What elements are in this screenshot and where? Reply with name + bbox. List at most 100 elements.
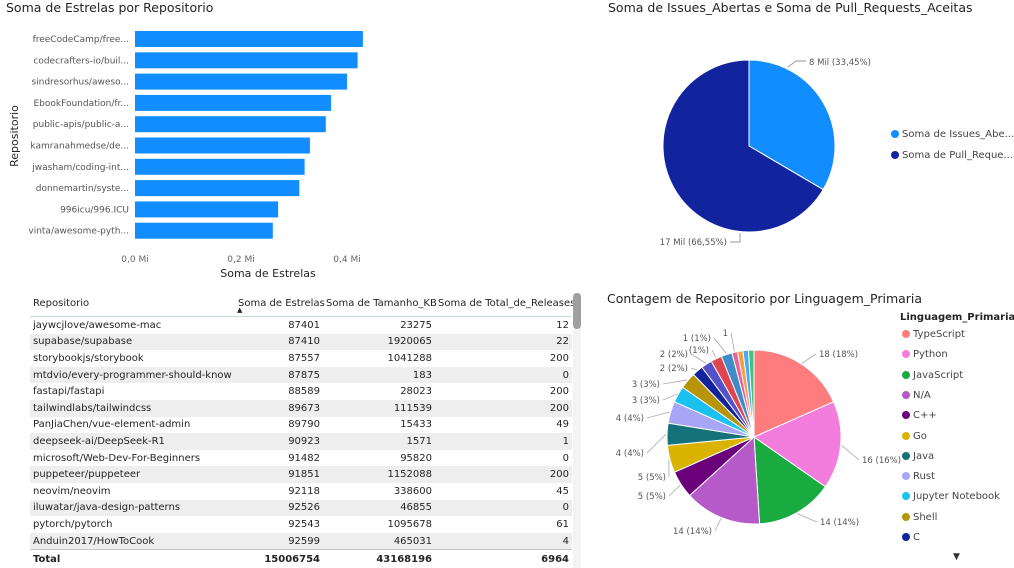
pie2-slice[interactable]	[753, 435, 827, 525]
pie1-title: Soma de Issues_Abertas e Soma de Pull_Re…	[608, 0, 973, 15]
col-header-repositorio[interactable]: Repositorio	[30, 290, 235, 317]
pie1-data-label: 8 Mil (33,45%)	[809, 58, 871, 68]
bar[interactable]	[135, 73, 347, 90]
total-estrelas: 15006754	[235, 549, 323, 568]
cell-estrelas: 92526	[235, 499, 323, 517]
col-header-tamanho[interactable]: Soma de Tamanho_KB	[323, 290, 437, 317]
table-row[interactable]: fastapi/fastapi 88589 28023 200	[30, 383, 572, 400]
table-row[interactable]: supabase/supabase 87410 1920065 22	[30, 333, 572, 351]
table-row[interactable]: tailwindlabs/tailwindcss 89673 111539 200	[30, 399, 572, 417]
bar-category-label: EbookFoundation/fr...	[33, 99, 129, 109]
legend-dot-icon	[902, 431, 910, 440]
table-row[interactable]: microsoft/Web-Dev-For-Beginners 91482 9582…	[30, 450, 572, 467]
repositories-table[interactable]: Repositorio ▲ Soma de Estrelas Soma de Ta…	[30, 290, 585, 568]
table-row[interactable]: mtdvio/every-programmer-should-know 87875…	[30, 366, 572, 384]
table-row[interactable]: PanJiaChen/vue-element-admin 89790 15433 49	[30, 417, 572, 434]
cell-repositorio: microsoft/Web-Dev-For-Beginners	[33, 452, 201, 464]
bar[interactable]	[135, 31, 363, 47]
bar-category-label: jwasham/coding-int...	[31, 163, 129, 173]
x-tick-label: 0,0 Mi	[121, 255, 148, 265]
pie2-legend-item[interactable]: Python	[902, 349, 948, 360]
cell-releases: 200	[435, 399, 572, 417]
bar[interactable]	[135, 116, 326, 133]
legend-label: Soma de Issues_Abe...	[902, 129, 1014, 140]
bar-category-label: codecrafters-io/buil...	[33, 56, 129, 66]
table-row[interactable]: neovim/neovim 92118 338600 45	[30, 483, 572, 500]
bar-chart[interactable]: freeCodeCamp/free... codecrafters-io/buil…	[0, 0, 590, 285]
pie2-leader-line	[711, 349, 717, 358]
cell-releases: 0	[562, 452, 569, 464]
pie2-data-label: 5 (5%)	[638, 492, 666, 502]
col-header-estrelas[interactable]: ▲ Soma de Estrelas	[235, 290, 325, 317]
table-row[interactable]: deepseek-ai/DeepSeek-R1 90923 1571 1	[30, 433, 572, 450]
pie2-legend-title: Linguagem_Primaria	[900, 312, 1014, 323]
pie2-slice[interactable]	[688, 435, 761, 525]
pie2-legend-item[interactable]: Java	[902, 451, 934, 462]
pie2-legend-item[interactable]: JavaScript	[902, 370, 963, 381]
cell-tamanho: 183	[323, 366, 435, 384]
bar[interactable]	[135, 94, 332, 111]
legend-dot-icon	[902, 350, 910, 359]
table-row[interactable]: iluwatar/java-design-patterns 92526 46855 0	[30, 499, 572, 517]
col-header-releases[interactable]: Soma de Total_de_Releases	[435, 290, 575, 317]
pie2-leader-line	[662, 393, 678, 401]
pie2-legend-item[interactable]: C++	[902, 410, 937, 421]
pie1-legend-item[interactable]: Soma de Issues_Abe...	[891, 129, 1014, 140]
pie2-data-label: 3 (3%)	[632, 396, 660, 406]
bar[interactable]	[135, 52, 358, 69]
pie2-legend-item[interactable]: N/A	[902, 390, 931, 401]
table-row[interactable]: Anduin2017/HowToCook 92599 465031 4	[30, 532, 572, 550]
bar-chart-panel[interactable]: Soma de Estrelas por Repositorio freeCod…	[0, 0, 590, 285]
legend-dot-icon	[902, 472, 910, 481]
legend-dot-icon	[902, 370, 910, 379]
table-scrollbar-track[interactable]	[573, 293, 581, 568]
cell-estrelas: 90923	[235, 433, 323, 450]
cell-tamanho: 1152088	[323, 466, 435, 483]
bar[interactable]	[135, 222, 273, 239]
pie2-data-label: 1	[723, 329, 728, 339]
pie1-leader-line	[787, 60, 806, 68]
pie2-legend-item[interactable]: Go	[902, 431, 927, 442]
table-row[interactable]: storybookjs/storybook 87557 1041288 200	[30, 350, 572, 367]
table-row[interactable]: puppeteer/puppeteer 91851 1152088 200	[30, 466, 572, 483]
cell-estrelas: 88589	[288, 386, 320, 398]
table-scrollbar-thumb[interactable]	[573, 293, 581, 329]
legend-dot-icon	[902, 533, 910, 541]
pie1-slice[interactable]	[748, 59, 836, 191]
pie2-slice[interactable]	[752, 401, 842, 488]
bar[interactable]	[135, 180, 300, 197]
pie2-slice[interactable]	[747, 349, 755, 438]
bar-category-label: freeCodeCamp/free...	[33, 35, 129, 45]
x-axis-title: Soma de Estrelas	[220, 267, 316, 280]
pie2-data-label: (1%)	[689, 346, 709, 356]
pie1-legend-item[interactable]: Soma de Pull_Reque...	[891, 150, 1013, 161]
pie2-legend-item[interactable]: Jupyter Notebook	[902, 491, 1000, 502]
cell-tamanho: 1571	[323, 433, 435, 450]
pie2-data-label: 3 (3%)	[632, 380, 660, 390]
pie2-data-label: 2 (2%)	[660, 364, 688, 374]
bar-category-label: vinta/awesome-pyth...	[28, 227, 129, 237]
bar[interactable]	[135, 137, 310, 154]
pie1-slice[interactable]	[662, 59, 824, 233]
cell-releases: 12	[556, 319, 569, 331]
legend-scroll-down-icon[interactable]: ▼	[953, 552, 960, 562]
bar[interactable]	[135, 158, 305, 175]
pie2-legend-item[interactable]: C	[902, 532, 920, 543]
table-row[interactable]: pytorch/pytorch 92543 1095678 61	[30, 516, 572, 533]
legend-label: Shell	[913, 511, 938, 523]
issues-pr-pie-chart[interactable]: 8 Mil (33,45%) 17 Mil (66,55%)	[600, 0, 1014, 285]
issues-pr-pie-panel[interactable]: Soma de Issues_Abertas e Soma de Pull_Re…	[600, 0, 1014, 285]
legend-dot-icon	[891, 130, 899, 138]
table-total-row: Total 15006754 43168196 6964	[30, 549, 572, 568]
cell-tamanho: 23275	[400, 319, 432, 331]
pie2-legend-item[interactable]: TypeScript	[902, 329, 965, 340]
pie2-legend-item[interactable]: Shell	[902, 512, 937, 523]
pie2-leader-line	[714, 518, 722, 532]
bar[interactable]	[135, 201, 279, 218]
language-pie-panel[interactable]: Contagem de Repositorio por Linguagem_Pr…	[600, 288, 1014, 568]
language-pie-chart[interactable]: 18 (18%) 16 (16%) 14 (14%) 14 (14%) 5 (5%) 5 …	[600, 288, 1014, 568]
pie2-legend-item[interactable]: Rust	[902, 471, 935, 482]
table-row[interactable]: jaywcjlove/awesome-mac 87401 23275 12	[30, 317, 572, 334]
pie2-slice[interactable]	[753, 349, 835, 438]
x-tick-label: 0,2 Mi	[227, 255, 254, 265]
